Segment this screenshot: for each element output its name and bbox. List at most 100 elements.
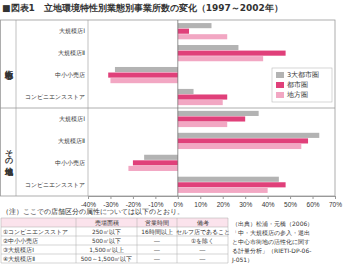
- table-cell: 250㎡以下: [92, 229, 121, 235]
- table-cell: ―: [200, 256, 206, 262]
- tick-label: -10%: [148, 201, 163, 208]
- table-rule: [228, 218, 229, 263]
- bar: [144, 155, 178, 160]
- source: と中心市街地の活性化に関す: [232, 238, 310, 246]
- tick-mark: [313, 196, 314, 199]
- bar: [128, 166, 177, 171]
- legend: 3大都市圏都市圏地方圏: [272, 68, 332, 102]
- table-cell: ①を除く: [191, 238, 214, 245]
- legend-swatch: [276, 82, 284, 88]
- bar: [178, 188, 268, 193]
- category-label: 中小小売店: [55, 71, 85, 78]
- tick: 50%: [284, 196, 297, 208]
- bar: [178, 138, 308, 143]
- table-cell: ―: [154, 247, 160, 253]
- tick-label: 20%: [217, 201, 230, 208]
- tick-mark: [268, 196, 269, 199]
- tick: 40%: [262, 196, 275, 208]
- source: （出典）松浦・元橋（2006）: [232, 220, 313, 228]
- tick-label: -40%: [81, 201, 96, 208]
- x-axis: -40%-30%-20%-10%0%10%20%30%40%50%60%70%: [81, 196, 342, 208]
- legend-label: 3大都市圏: [287, 71, 319, 79]
- table-rule: [1, 218, 2, 263]
- table-rule: [137, 218, 138, 263]
- tick-mark: [223, 196, 224, 199]
- table-rule: [76, 218, 77, 263]
- legend-box: [272, 68, 332, 102]
- table-rule: [177, 218, 178, 263]
- group-label: 中心市街地: [4, 70, 14, 81]
- table-cell: ―: [154, 256, 160, 262]
- bar: [178, 94, 227, 99]
- tick: 60%: [307, 196, 320, 208]
- tick: -20%: [126, 196, 141, 208]
- tick: 70%: [329, 196, 342, 208]
- table-rule: [1, 227, 228, 228]
- table-header: 営業時間: [145, 219, 169, 226]
- bar: [178, 182, 286, 187]
- tick-mark: [133, 196, 134, 199]
- bar: [178, 34, 227, 39]
- bar: [178, 144, 302, 149]
- tick-mark: [155, 196, 156, 199]
- table-header: 売場面積: [95, 219, 119, 226]
- tick-label: 50%: [284, 201, 297, 208]
- table-rule: [1, 263, 228, 264]
- tick-label: 0%: [174, 201, 184, 208]
- tick: 0%: [174, 196, 184, 208]
- title: ■図表1 立地環境特性別業態別事業所数の変化（1997～2002年）: [2, 3, 283, 13]
- table-header-bg: [1, 218, 228, 227]
- tick-label: 10%: [194, 201, 207, 208]
- tick-label: 70%: [329, 201, 342, 208]
- chart: ■図表1 立地環境特性別業態別事業所数の変化（1997～2002年） 中心市街地そ…: [0, 0, 350, 275]
- tick-label: 40%: [262, 201, 275, 208]
- legend-label: 地方圏: [286, 91, 308, 99]
- table-cell: ②中小小売店: [3, 237, 38, 244]
- tick: -10%: [148, 196, 163, 208]
- category-label: 大規模店Ⅰ: [59, 27, 85, 34]
- category-label: コンビニエンスストア: [25, 181, 85, 188]
- group-label: その他地域: [4, 143, 14, 177]
- bar: [110, 78, 177, 83]
- bar: [133, 160, 178, 165]
- tick-label: 30%: [239, 201, 252, 208]
- tick-mark: [110, 196, 111, 199]
- legend-swatch: [276, 72, 284, 78]
- tick-mark: [88, 196, 89, 199]
- table-cell: 1,500㎡以上: [89, 247, 124, 253]
- tick-label: 60%: [307, 201, 320, 208]
- source: 「中・大規模店の参入・退出: [232, 229, 310, 236]
- bar: [178, 45, 239, 50]
- category-label: 大規模店Ⅱ: [58, 137, 85, 144]
- table-cell: セルフ店であること: [176, 228, 230, 236]
- group-separator: [0, 108, 335, 109]
- table-rule: [1, 236, 228, 237]
- tick: -40%: [81, 196, 96, 208]
- bar: [178, 29, 189, 34]
- note-caption: （注）ここでの店舗区分の属性については以下のとおり。: [2, 208, 184, 216]
- tick: 10%: [194, 196, 207, 208]
- bar: [178, 51, 286, 56]
- bar: [108, 73, 178, 78]
- table-header: 備考: [197, 219, 209, 226]
- bar: [178, 122, 227, 127]
- tick: 20%: [217, 196, 230, 208]
- category-label: 中小小売店: [55, 159, 85, 166]
- table-cell: ④大規模店Ⅱ: [3, 255, 35, 262]
- bar: [178, 177, 279, 182]
- tick: 30%: [239, 196, 252, 208]
- table-cell: 16時間以上: [141, 229, 172, 235]
- bars: [108, 23, 319, 193]
- tick-label: -20%: [126, 201, 141, 208]
- bar: [178, 56, 263, 61]
- source: る計量分析」（RIETI-DP-06-: [232, 247, 311, 255]
- table-cell: ①コンビニエンスストア: [3, 229, 68, 235]
- tick-mark: [178, 196, 179, 199]
- bar: [178, 116, 245, 121]
- table-rule: [1, 245, 228, 246]
- axis-line: [89, 197, 336, 200]
- bar: [115, 67, 178, 72]
- table-cell: ③大規模店Ⅰ: [3, 246, 34, 253]
- legend-label: 都市圏: [287, 81, 308, 89]
- bar: [178, 100, 223, 105]
